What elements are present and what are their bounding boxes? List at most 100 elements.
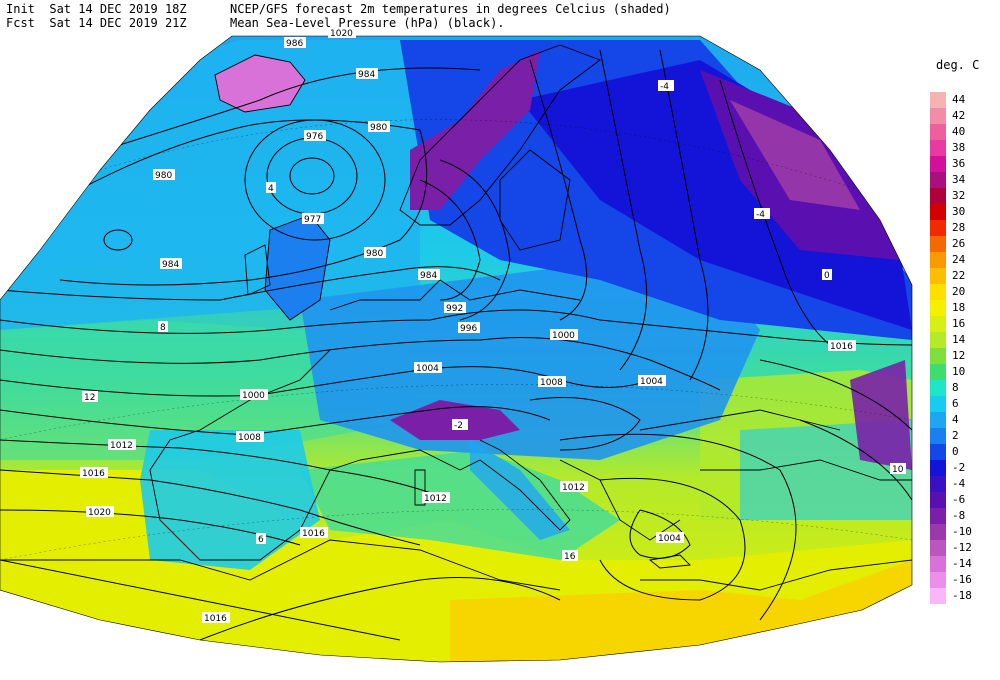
legend-row: 22 — [930, 268, 990, 284]
legend-row: 32 — [930, 188, 990, 204]
legend-swatch — [930, 460, 946, 476]
legend-swatch — [930, 348, 946, 364]
legend-row: 2 — [930, 428, 990, 444]
legend-row: 0 — [930, 444, 990, 460]
svg-text:1016: 1016 — [82, 469, 105, 479]
title-line-1: NCEP/GFS forecast 2m temperatures in deg… — [230, 2, 671, 16]
isobar-label: 1020 — [328, 27, 356, 39]
svg-text:12: 12 — [84, 393, 95, 403]
svg-text:1016: 1016 — [302, 529, 325, 539]
temp-label: 4 — [266, 182, 276, 194]
svg-text:-2: -2 — [454, 421, 463, 431]
temp-label: -2 — [452, 419, 468, 431]
svg-text:996: 996 — [460, 324, 477, 334]
svg-text:0: 0 — [824, 271, 830, 281]
legend-swatch — [930, 476, 946, 492]
isobar-labels: 986 984 976 980 980 980 984 977 984 992 … — [80, 27, 856, 624]
legend-row: -16 — [930, 572, 990, 588]
legend-swatch — [930, 508, 946, 524]
legend-row: 4 — [930, 412, 990, 428]
isobars — [0, 49, 912, 641]
legend-swatch — [930, 124, 946, 140]
legend-label: 8 — [952, 381, 959, 394]
isobar-label: 1008 — [538, 376, 566, 388]
isobar-label: 980 — [368, 121, 390, 133]
legend-swatch — [930, 300, 946, 316]
legend-row: 38 — [930, 140, 990, 156]
legend-label: 28 — [952, 221, 966, 234]
legend-row: 20 — [930, 284, 990, 300]
legend-label: 36 — [952, 157, 966, 170]
map-domain-outline — [0, 35, 913, 663]
legend-label: -16 — [952, 573, 972, 586]
legend-row: -6 — [930, 492, 990, 508]
temp-label: 0 — [822, 269, 832, 281]
legend-swatch — [930, 588, 946, 604]
legend-label: 32 — [952, 189, 966, 202]
legend-swatch — [930, 284, 946, 300]
svg-text:6: 6 — [258, 535, 264, 545]
legend-label: -14 — [952, 557, 972, 570]
isobar-label: 1004 — [638, 375, 666, 387]
svg-text:1004: 1004 — [658, 534, 681, 544]
legend-label: 2 — [952, 429, 959, 442]
legend-label: -6 — [952, 493, 966, 506]
legend-row: 34 — [930, 172, 990, 188]
legend-swatch — [930, 316, 946, 332]
temp-label: 6 — [256, 533, 266, 545]
temp-label: 10 — [890, 463, 906, 475]
isobar-label: 1020 — [86, 506, 114, 518]
svg-text:1020: 1020 — [88, 508, 111, 518]
legend-swatch — [930, 140, 946, 156]
legend-label: 24 — [952, 253, 966, 266]
isobar-label: 980 — [364, 247, 386, 259]
isobar-label: 1016 — [80, 467, 108, 479]
legend-label: 12 — [952, 349, 966, 362]
init-label: Init — [6, 2, 35, 16]
legend-label: 40 — [952, 125, 966, 138]
legend-label: -2 — [952, 461, 966, 474]
legend-swatch — [930, 108, 946, 124]
svg-text:1020: 1020 — [330, 29, 353, 39]
legend-row: 8 — [930, 380, 990, 396]
temp-label: 12 — [82, 391, 98, 403]
svg-text:980: 980 — [366, 249, 383, 259]
legend-swatch — [930, 556, 946, 572]
legend-label: 44 — [952, 93, 966, 106]
svg-text:984: 984 — [358, 70, 375, 80]
legend-row: 16 — [930, 316, 990, 332]
svg-text:16: 16 — [564, 552, 576, 562]
legend-swatch — [930, 428, 946, 444]
legend-label: 22 — [952, 269, 966, 282]
isobar-label: 1000 — [240, 389, 268, 401]
legend-swatch — [930, 172, 946, 188]
isobar-label: 980 — [153, 169, 175, 181]
isobar-label: 992 — [444, 302, 466, 314]
legend-swatch — [930, 396, 946, 412]
isobar-label: 1012 — [422, 492, 450, 504]
legend-swatch — [930, 380, 946, 396]
fcst-label: Fcst — [6, 16, 35, 30]
legend-swatch — [930, 524, 946, 540]
legend-row: -2 — [930, 460, 990, 476]
legend-swatch — [930, 572, 946, 588]
isobar-label: 1016 — [828, 340, 856, 352]
svg-text:984: 984 — [420, 271, 437, 281]
isobar-label: 984 — [418, 269, 440, 281]
legend-label: 30 — [952, 205, 966, 218]
legend-swatch — [930, 268, 946, 284]
legend-label: 42 — [952, 109, 966, 122]
legend-row: 44 — [930, 92, 990, 108]
coastlines — [0, 44, 912, 591]
temp-label: 16 — [562, 550, 578, 562]
legend-row: 26 — [930, 236, 990, 252]
legend-label: 14 — [952, 333, 966, 346]
legend-row: -4 — [930, 476, 990, 492]
svg-text:1012: 1012 — [562, 483, 585, 493]
svg-text:-4: -4 — [756, 210, 765, 220]
svg-text:992: 992 — [446, 304, 463, 314]
legend-row: 12 — [930, 348, 990, 364]
legend-swatch — [930, 92, 946, 108]
isobar-label: 1008 — [236, 431, 264, 443]
